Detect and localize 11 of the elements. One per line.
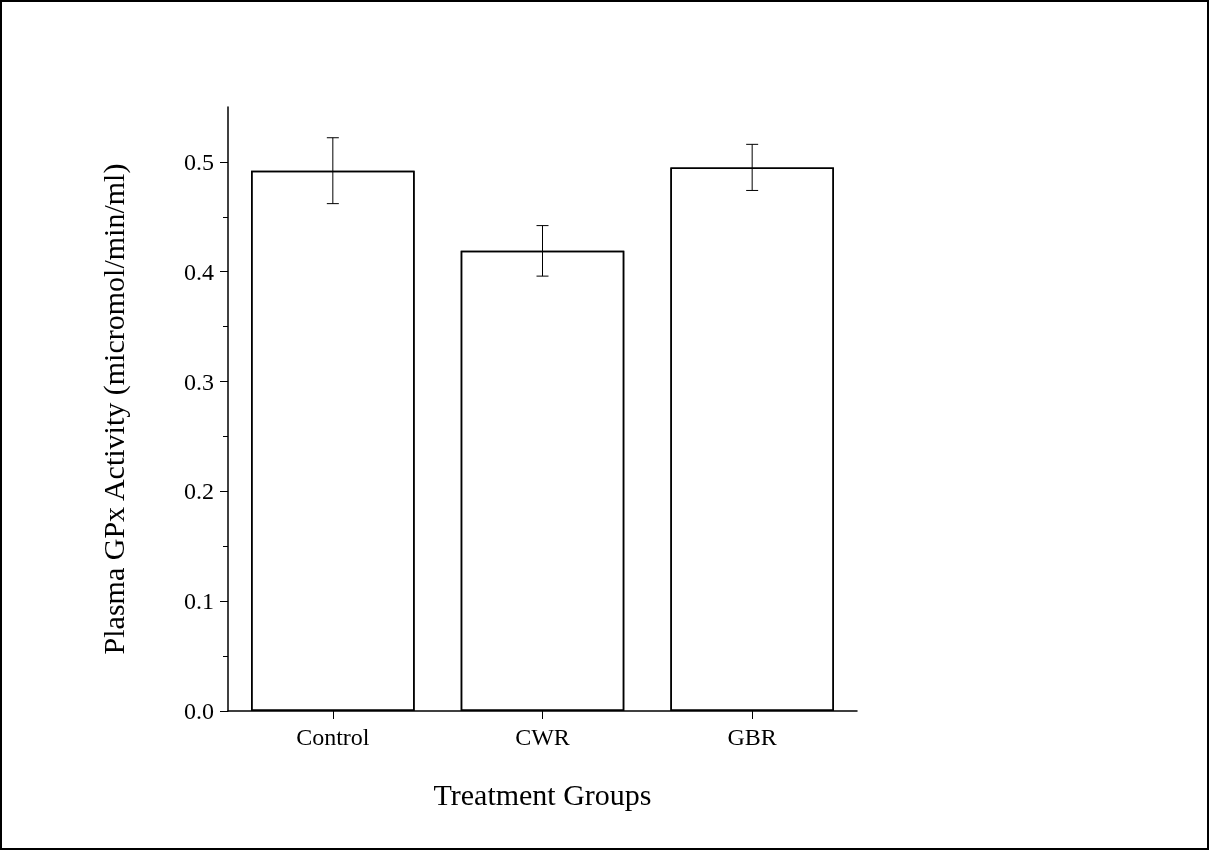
y-tick-label: 0.2 [184,478,214,505]
y-tick-label: 0.4 [184,258,214,285]
x-tick-label: GBR [727,724,777,750]
y-tick-label: 0.3 [184,368,214,395]
x-axis-title: Treatment Groups [433,777,652,811]
x-tick-label: CWR [515,724,570,750]
y-tick-label: 0.1 [184,588,214,615]
y-axis-title: Plasma GPx Activity (micromol/min/ml) [96,163,131,655]
y-tick-label: 0.5 [184,148,214,175]
x-tick-label: Control [296,724,370,750]
y-tick-label: 0.0 [184,698,214,724]
